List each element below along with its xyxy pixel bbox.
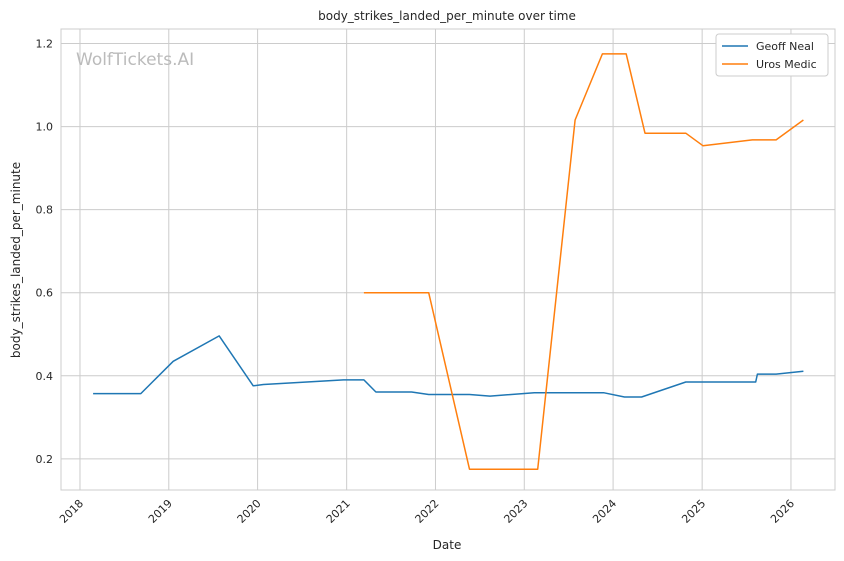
legend-label: Uros Medic — [756, 58, 817, 71]
y-tick-label: 0.2 — [36, 453, 54, 466]
series-layer — [93, 53, 804, 470]
series-line-geoff-neal — [93, 335, 804, 398]
legend-label: Geoff Neal — [756, 40, 814, 53]
chart-title: body_strikes_landed_per_minute over time — [318, 9, 576, 23]
series-line-uros-medic — [363, 53, 804, 470]
y-axis-title: body_strikes_landed_per_minute — [9, 162, 23, 358]
watermark-text: WolfTickets.AI — [76, 50, 194, 70]
legend-box — [715, 33, 829, 77]
x-axis-title: Date — [433, 538, 462, 552]
y-tick-label: 0.8 — [36, 204, 54, 217]
y-tick-label: 1.0 — [36, 121, 54, 134]
y-tick-label: 0.6 — [36, 287, 54, 300]
y-axis: 0.2 0.4 0.6 0.8 1.0 1.2 — [36, 38, 54, 466]
y-tick-label: 0.4 — [36, 370, 54, 383]
legend: Geoff Neal Uros Medic — [715, 33, 829, 77]
plot-area — [60, 28, 836, 491]
y-tick-label: 1.2 — [36, 38, 54, 51]
